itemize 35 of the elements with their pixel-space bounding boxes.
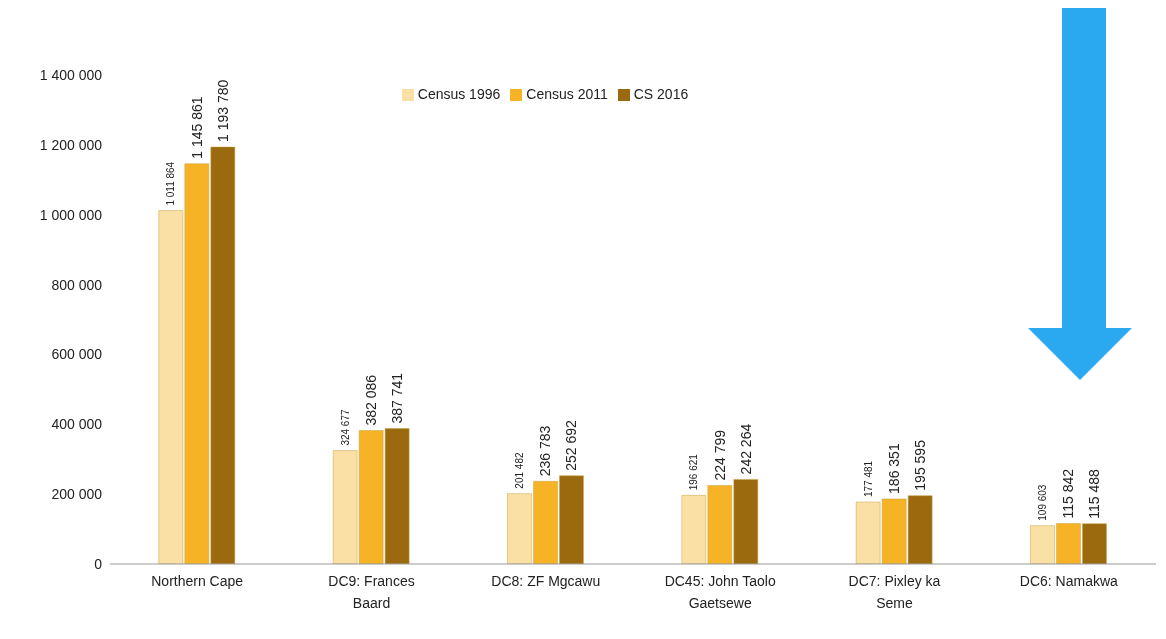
x-tick-label: DC8: ZF Mgcawu — [491, 573, 601, 589]
data-label: 109 603 — [1036, 484, 1048, 521]
x-tick-label: DC6: Namakwa — [1019, 573, 1119, 589]
data-label: 1 011 864 — [165, 161, 177, 206]
data-label: 186 351 — [886, 443, 903, 494]
x-tick-label: Northern Cape — [151, 573, 244, 589]
legend-label: Census 2011 — [526, 86, 608, 102]
data-label: 382 086 — [363, 374, 380, 426]
data-label: 252 692 — [563, 419, 580, 471]
data-label: 387 741 — [389, 372, 406, 424]
data-label: 115 488 — [1086, 468, 1103, 519]
y-tick-label: 0 — [94, 555, 103, 572]
y-tick-label: 200 000 — [51, 486, 103, 503]
data-label: 201 482 — [513, 452, 525, 489]
y-tick-label: 1 400 000 — [39, 66, 103, 83]
data-label: 1 145 861 — [188, 96, 205, 159]
y-tick-label: 1 000 000 — [39, 206, 103, 223]
data-label: 196 621 — [688, 453, 700, 491]
y-tick-label: 1 200 000 — [39, 136, 103, 153]
data-label: 224 799 — [711, 429, 728, 481]
y-tick-label: 600 000 — [51, 346, 103, 363]
data-label: 177 481 — [862, 460, 874, 498]
data-label: 242 264 — [737, 423, 754, 475]
data-label: 324 677 — [339, 409, 351, 446]
data-label: 1 193 780 — [214, 79, 231, 143]
data-label: 195 595 — [912, 439, 929, 491]
x-tick-label: DC9: Frances Baard — [328, 573, 415, 611]
legend-label: CS 2016 — [633, 86, 689, 102]
y-tick-label: 800 000 — [51, 276, 103, 293]
x-tick-label: DC7: Pixley ka Seme — [848, 573, 941, 611]
data-label: 115 842 — [1060, 468, 1077, 519]
x-tick-label: DC45: John Taolo Gaetsewe — [664, 573, 776, 611]
data-label: 236 783 — [537, 425, 554, 477]
legend-label: Census 1996 — [417, 86, 501, 102]
y-tick-label: 400 000 — [51, 416, 103, 433]
